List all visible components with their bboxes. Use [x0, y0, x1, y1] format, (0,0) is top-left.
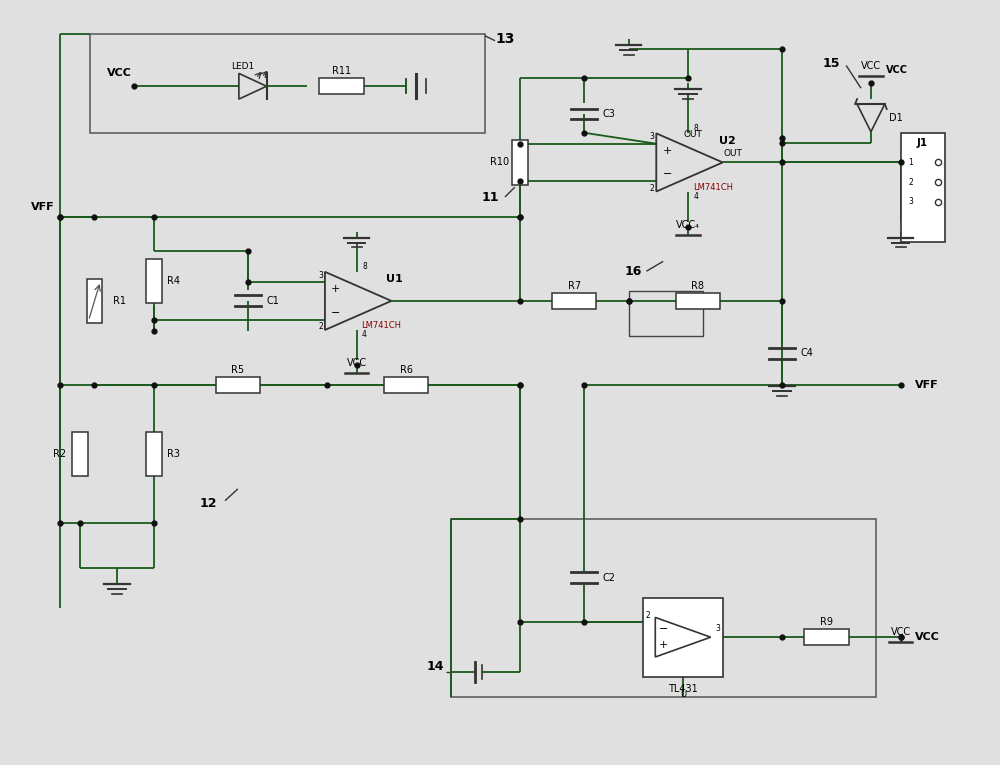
Bar — [552, 293, 596, 309]
Text: LED1: LED1 — [231, 62, 254, 71]
Text: +: + — [331, 285, 340, 295]
Text: +: + — [662, 146, 672, 156]
Text: R8: R8 — [691, 281, 704, 291]
Text: R1: R1 — [113, 296, 126, 306]
Text: 4: 4 — [693, 192, 698, 201]
Text: 3: 3 — [319, 271, 323, 280]
Text: R9: R9 — [820, 617, 833, 627]
Bar — [643, 597, 723, 677]
Bar — [87, 278, 102, 323]
Text: C4: C4 — [800, 348, 813, 358]
Text: VCC: VCC — [915, 632, 940, 642]
Text: D1: D1 — [889, 113, 903, 123]
Text: VCC: VCC — [891, 627, 911, 637]
Text: R2: R2 — [53, 449, 66, 459]
Text: C1: C1 — [266, 296, 279, 306]
Text: −: − — [331, 308, 340, 317]
Text: 12: 12 — [199, 497, 217, 510]
Text: 4: 4 — [362, 330, 367, 340]
Bar — [319, 78, 364, 94]
Text: 3: 3 — [908, 197, 913, 207]
Bar — [90, 34, 485, 133]
Text: +: + — [659, 640, 668, 650]
Text: 2: 2 — [646, 611, 651, 620]
Text: R10: R10 — [490, 158, 510, 168]
Text: VCC: VCC — [347, 358, 367, 368]
Text: LM741CH: LM741CH — [693, 183, 733, 192]
Text: OUT: OUT — [723, 149, 742, 158]
Text: U1: U1 — [386, 274, 403, 284]
Text: U: U — [680, 690, 686, 699]
Text: −: − — [659, 624, 668, 634]
Text: 11: 11 — [481, 190, 499, 203]
Text: VCC: VCC — [861, 61, 881, 71]
Text: VFF: VFF — [915, 380, 939, 390]
Text: 13: 13 — [495, 32, 515, 46]
Text: LM741CH: LM741CH — [361, 321, 401, 330]
Bar — [146, 259, 162, 304]
Text: 3: 3 — [715, 623, 720, 633]
Text: R4: R4 — [167, 276, 180, 286]
Text: TL431: TL431 — [668, 684, 698, 694]
Bar — [146, 432, 162, 477]
Text: 8: 8 — [362, 262, 367, 272]
Text: R7: R7 — [568, 281, 581, 291]
Text: VCC: VCC — [107, 68, 132, 78]
Text: R3: R3 — [167, 449, 180, 459]
Bar — [451, 519, 876, 697]
Bar — [676, 293, 720, 309]
Text: 16: 16 — [625, 265, 642, 278]
Text: R6: R6 — [400, 365, 413, 375]
Text: R5: R5 — [231, 365, 244, 375]
Text: U2: U2 — [719, 135, 736, 145]
Text: C3: C3 — [602, 109, 615, 119]
Bar — [901, 133, 945, 242]
Text: R11: R11 — [332, 67, 351, 76]
Text: 15: 15 — [823, 57, 840, 70]
Text: J1: J1 — [917, 138, 928, 148]
Bar — [72, 432, 88, 477]
Text: 8: 8 — [693, 124, 698, 133]
Bar — [512, 140, 528, 184]
Text: OUT: OUT — [683, 130, 702, 139]
Bar — [629, 291, 703, 336]
Bar — [216, 377, 260, 393]
Text: 2: 2 — [319, 322, 323, 331]
Text: 14: 14 — [427, 660, 444, 673]
Text: VCC₄: VCC₄ — [676, 220, 700, 230]
Text: 2: 2 — [650, 184, 655, 193]
Bar — [804, 630, 849, 645]
Text: C2: C2 — [602, 573, 615, 583]
Text: VFF: VFF — [31, 202, 55, 212]
Text: 1: 1 — [908, 158, 913, 167]
Text: −: − — [662, 169, 672, 179]
Text: 3: 3 — [650, 132, 655, 142]
Bar — [384, 377, 428, 393]
Text: 2: 2 — [908, 177, 913, 187]
Text: VCC: VCC — [886, 66, 908, 76]
